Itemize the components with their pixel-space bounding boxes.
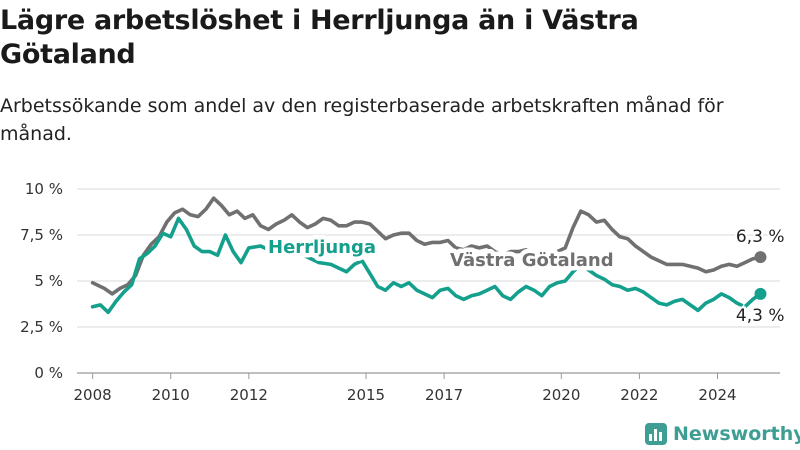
x-tick-label: 2020: [542, 386, 580, 404]
x-tick-label: 2015: [347, 386, 385, 404]
x-tick-label: 2008: [74, 386, 112, 404]
x-tick-label: 2017: [425, 386, 463, 404]
chart-title: Lägre arbetslöshet i Herrljunga än i Väs…: [0, 5, 639, 70]
end-label-vastra-gotaland: 6,3 %: [736, 227, 785, 247]
brand: Newsworthy: [645, 420, 800, 448]
x-tick-label: 2024: [698, 386, 736, 404]
series-label-herrljunga: Herrljunga: [268, 237, 376, 258]
newsworthy-logo-icon: [645, 423, 667, 445]
series-line-vastra-gotaland: [90, 196, 763, 296]
end-point-vastra-gotaland: [754, 251, 767, 264]
series-line-herrljunga: [90, 216, 763, 315]
y-tick-label: 7,5 %: [20, 226, 63, 244]
x-tick-label: 2012: [230, 386, 268, 404]
y-tick-label: 2,5 %: [20, 318, 63, 336]
x-tick-label: 2010: [152, 386, 190, 404]
end-label-herrljunga: 4,3 %: [736, 306, 785, 326]
brand-name: Newsworthy: [673, 423, 800, 445]
y-tick-label: 10 %: [25, 180, 63, 198]
end-point-herrljunga: [754, 287, 767, 300]
y-tick-label: 0 %: [34, 364, 63, 382]
chart-subtitle: Arbetssökande som andel av den registerb…: [0, 95, 724, 145]
x-tick-label: 2022: [620, 386, 658, 404]
series-label-vastra-gotaland: Västra Götaland: [450, 250, 614, 271]
y-tick-label: 5 %: [34, 272, 63, 290]
